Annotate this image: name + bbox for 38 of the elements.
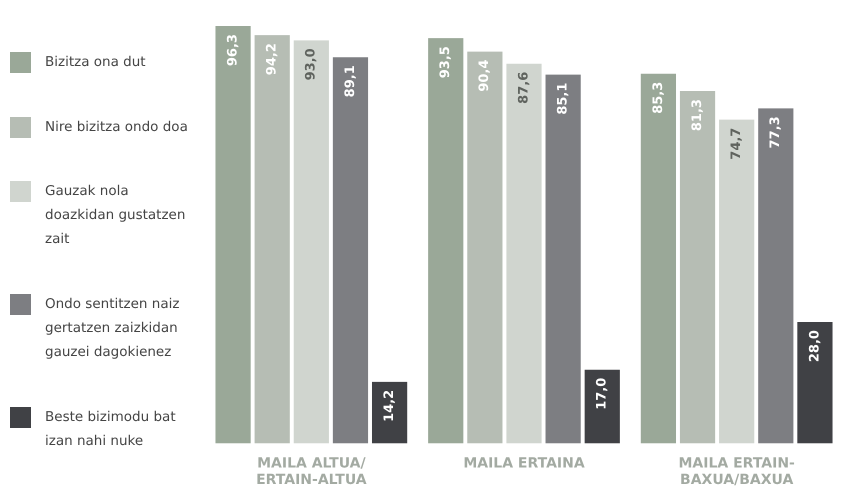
bar xyxy=(254,35,290,444)
data-label: 93,0 xyxy=(304,48,319,80)
bar xyxy=(546,74,581,444)
data-label: 85,1 xyxy=(556,82,571,115)
bar xyxy=(428,38,464,444)
legend-label: Bizitza ona dut xyxy=(45,53,146,72)
legend-label: Nire bizitza ondo doa xyxy=(45,118,188,137)
data-label: 94,2 xyxy=(264,43,280,76)
data-label: 14,2 xyxy=(382,390,397,422)
x-tick-label: MAILA ALTUA/ ERTAIN-ALTUA xyxy=(256,455,367,488)
data-label: 89,1 xyxy=(342,65,358,98)
data-label: 93,5 xyxy=(438,46,454,78)
bar xyxy=(372,382,408,444)
bar xyxy=(680,91,716,444)
legend-label: Gauzak nola doazkidan gustatzen zait xyxy=(45,182,186,250)
data-label: 90,4 xyxy=(477,60,492,92)
bar xyxy=(584,370,620,444)
bar xyxy=(719,120,754,444)
data-label: 77,3 xyxy=(768,116,784,148)
data-label: 17,0 xyxy=(594,378,610,410)
bar xyxy=(506,64,542,444)
data-label: 96,3 xyxy=(225,34,240,66)
data-label: 87,6 xyxy=(516,72,532,104)
legend-label: Beste bizimodu bat izan nahi nuke xyxy=(45,408,177,451)
bar xyxy=(467,52,502,444)
data-label: 81,3 xyxy=(690,99,705,132)
bar xyxy=(797,322,833,444)
bar xyxy=(758,108,794,444)
x-tick-label: MAILA ERTAINA xyxy=(463,455,585,472)
bar xyxy=(332,57,368,444)
bar xyxy=(640,74,676,444)
bar xyxy=(215,26,251,444)
bar xyxy=(294,40,329,444)
data-label: 28,0 xyxy=(807,330,822,362)
data-label: 74,7 xyxy=(729,128,744,160)
data-label: 85,3 xyxy=(650,82,666,114)
legend-label: Ondo sentitzen naiz gertatzen zaizkidan gauzei dagokienez xyxy=(45,295,180,362)
x-tick-label: MAILA ERTAIN- BAXUA/BAXUA xyxy=(678,455,796,488)
